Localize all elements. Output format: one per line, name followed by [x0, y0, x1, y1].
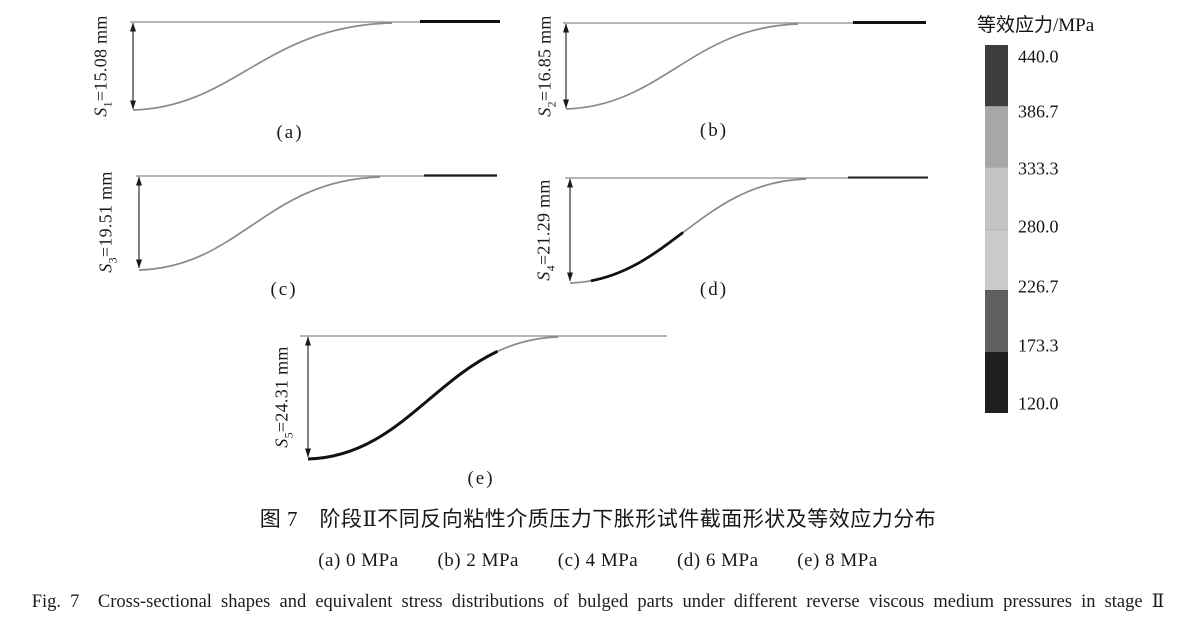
s3-value: =19.51 mm	[95, 171, 116, 258]
colorbar-segment-4	[985, 228, 1008, 290]
s1-value: =15.08 mm	[90, 15, 111, 102]
caption-chinese: 图 7 阶段Ⅱ不同反向粘性介质压力下胀形试件截面形状及等效应力分布	[259, 507, 937, 531]
subfig-e-curve-low-stress-segment	[307, 335, 559, 461]
subfig-b-curve	[565, 23, 799, 110]
subfig-label-d: (d)	[699, 279, 729, 300]
subfig-a-curve	[132, 22, 393, 111]
colorbar-tick-173: 173.3	[1018, 335, 1059, 356]
s1-symbol: S	[90, 107, 111, 117]
colorbar-tick-440: 440.0	[1018, 46, 1059, 67]
dimension-label-s2: S2=16.85 mm	[535, 15, 560, 116]
stress-colorbar-legend: 等效应力/MPa 440.0 386.7 333.3 280.0 226.7 1…	[960, 0, 1196, 440]
s2-value: =16.85 mm	[534, 15, 555, 102]
s2-symbol: S	[534, 107, 555, 117]
colorbar-segment-2	[985, 105, 1008, 167]
s4-symbol: S	[533, 271, 554, 281]
cross-section-plots	[130, 20, 928, 461]
caption-item-c: (c) 4 MPa	[557, 550, 639, 571]
subfig-b	[563, 21, 926, 110]
colorbar-segment-1	[985, 45, 1008, 106]
caption-item-d: (d) 6 MPa	[676, 550, 759, 571]
colorbar-tick-280: 280.0	[1018, 216, 1059, 237]
s1-subscript: 1	[100, 101, 115, 108]
subfig-label-b: (b)	[699, 120, 729, 141]
subfig-d	[565, 176, 928, 285]
subfig-c-curve	[138, 176, 381, 271]
s4-value: =21.29 mm	[533, 179, 554, 266]
subfig-e	[300, 335, 667, 461]
colorbar-segment-3	[985, 167, 1008, 229]
s5-value: =24.31 mm	[271, 346, 292, 433]
caption-item-e: (e) 8 MPa	[797, 550, 878, 571]
caption-pressure-list: (a) 0 MPa (b) 2 MPa (c) 4 MPa (d) 6 MPa …	[0, 550, 1196, 572]
subfig-label-e: (e)	[467, 468, 495, 489]
s2-subscript: 2	[544, 101, 559, 108]
s4-subscript: 4	[543, 265, 558, 272]
s3-subscript: 3	[105, 257, 120, 264]
subfig-d-curve-low-stress-segment	[569, 177, 807, 285]
dimension-label-s5: S5=24.31 mm	[272, 346, 297, 447]
subfig-a	[130, 20, 500, 111]
colorbar-tick-226: 226.7	[1018, 276, 1059, 297]
caption-item-b: (b) 2 MPa	[437, 550, 519, 571]
legend-title: 等效应力/MPa	[977, 15, 1095, 36]
dimension-label-s1: S1=15.08 mm	[91, 15, 116, 116]
colorbar-segment-6	[985, 351, 1008, 413]
dimension-label-s3: S3=19.51 mm	[96, 171, 121, 272]
subfig-label-c: (c)	[270, 279, 298, 300]
s3-symbol: S	[95, 263, 116, 273]
s5-subscript: 5	[281, 432, 296, 439]
dimension-label-s4: S4=21.29 mm	[534, 179, 559, 280]
colorbar-tick-386: 386.7	[1018, 101, 1059, 122]
subfig-d-curve	[569, 178, 807, 284]
subfig-label-a: (a)	[276, 122, 304, 143]
caption-item-a: (a) 0 MPa	[318, 550, 399, 571]
s5-symbol: S	[271, 438, 292, 448]
colorbar-tick-333: 333.3	[1018, 158, 1059, 179]
subfig-c	[136, 174, 497, 271]
caption-english: Fig. 7 Cross-sectional shapes and equiva…	[31, 592, 1165, 612]
colorbar	[985, 45, 1008, 413]
colorbar-tick-120: 120.0	[1018, 393, 1059, 414]
colorbar-segment-5	[985, 290, 1008, 352]
